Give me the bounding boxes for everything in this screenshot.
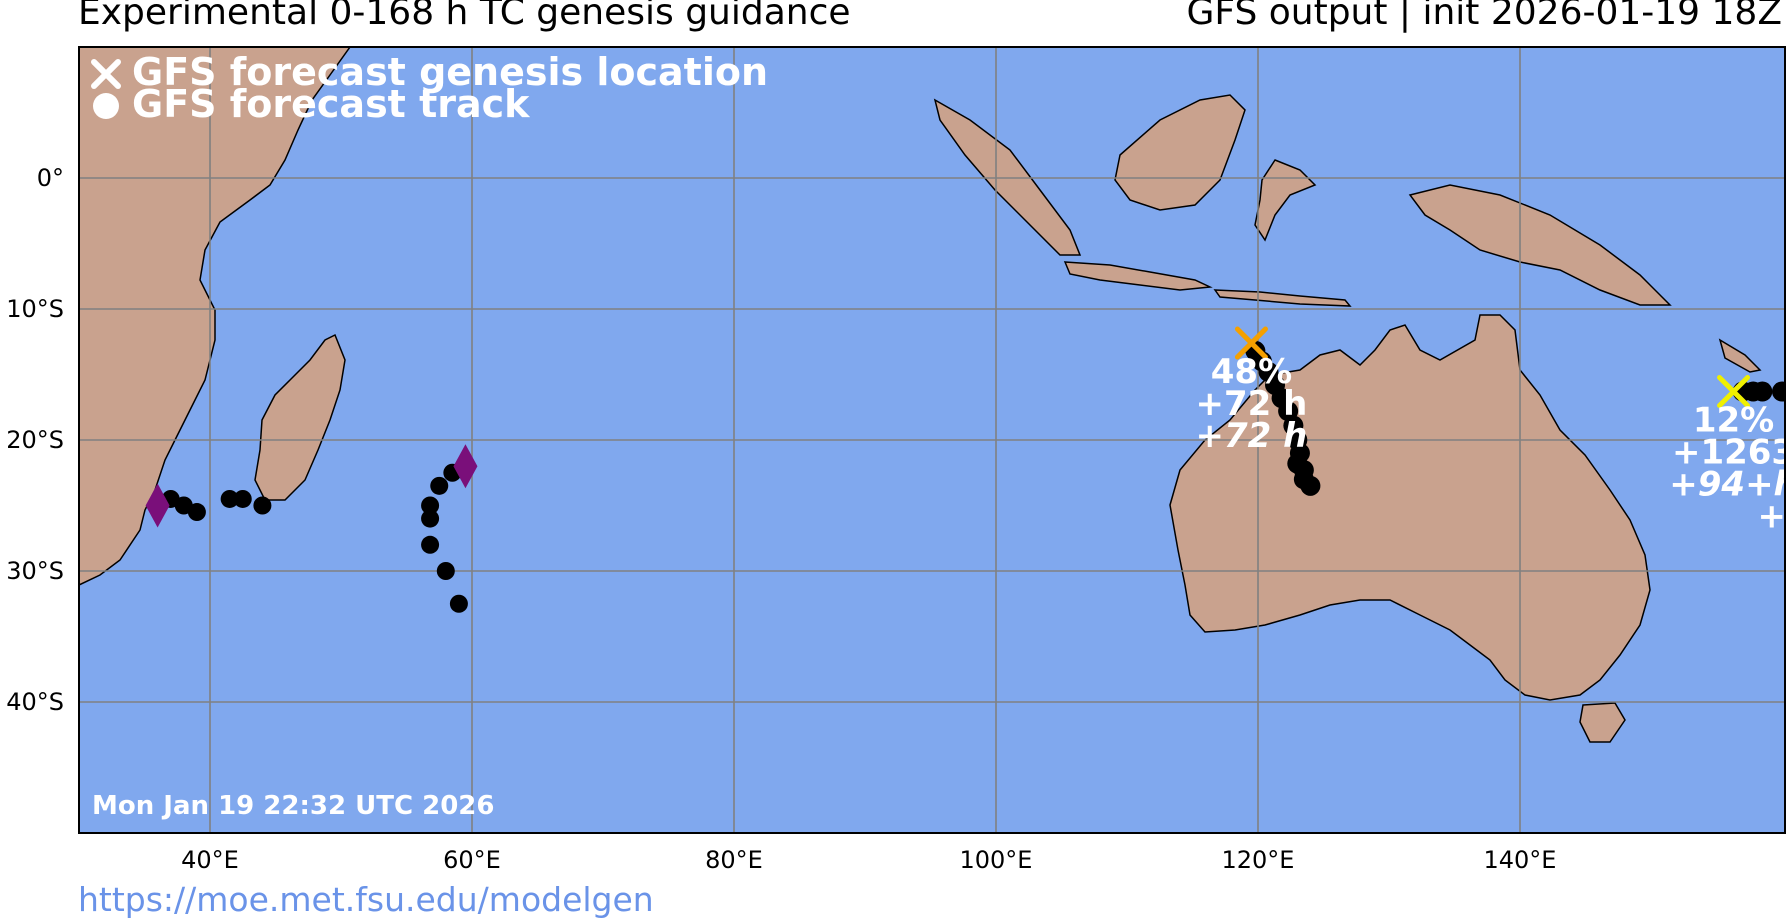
genesis-lead-time: +72 h xyxy=(1196,384,1308,424)
genesis-legend-marker xyxy=(91,59,121,89)
source-link[interactable]: https://moe.met.fsu.edu/modelgen xyxy=(78,880,654,919)
lat-tick-label: 10°S xyxy=(6,295,64,323)
genesis-legend-label: GFS forecast genesis location xyxy=(132,50,768,94)
lat-tick-label: 20°S xyxy=(6,426,64,454)
lat-tick-label: 0° xyxy=(37,164,64,192)
lat-tick-label: 40°S xyxy=(6,688,64,716)
lon-tick-label: 40°E xyxy=(181,846,239,874)
latitude-labels: 0° 10°S 20°S 30°S 40°S xyxy=(6,164,64,716)
legend: GFS forecast genesis location GFS foreca… xyxy=(91,50,768,126)
track-point xyxy=(421,509,440,528)
africa-landmass xyxy=(79,47,351,586)
genesis-extra-label: +1 xyxy=(1757,497,1786,537)
track-point xyxy=(1772,381,1785,402)
track-point xyxy=(253,496,272,515)
tasmania xyxy=(1579,702,1626,743)
new-caledonia xyxy=(1718,338,1762,373)
genesis-marker xyxy=(1717,375,1751,409)
track-legend-marker xyxy=(93,93,119,119)
tracks-layer xyxy=(145,326,1785,613)
lon-tick-label: 80°E xyxy=(705,846,763,874)
graticule xyxy=(79,47,1785,833)
longitude-labels: 40°E 60°E 80°E 100°E 120°E 140°E xyxy=(181,846,1556,874)
new-guinea xyxy=(1408,184,1672,306)
annotations-layer: 48%+72 h+72 h12%+1263+94+h+1 xyxy=(1196,352,1786,536)
map-frame xyxy=(78,46,1786,834)
track-point xyxy=(1300,475,1321,496)
timestamp: Mon Jan 19 22:32 UTC 2026 xyxy=(92,791,494,821)
genesis-probability: 48% xyxy=(1211,352,1292,392)
track-point xyxy=(1752,381,1773,402)
track-legend-label: GFS forecast track xyxy=(132,82,530,126)
track-point xyxy=(436,562,455,580)
track-point xyxy=(421,496,440,515)
diamond-marker xyxy=(145,483,170,528)
lon-tick-label: 140°E xyxy=(1484,846,1557,874)
genesis-marker xyxy=(1234,326,1268,360)
lon-tick-label: 120°E xyxy=(1222,846,1295,874)
genesis-lead-time-italic: +72 h xyxy=(1196,416,1308,456)
track-point xyxy=(233,489,252,508)
lon-tick-label: 100°E xyxy=(960,846,1033,874)
java xyxy=(1063,261,1213,291)
genesis-lead-time-italic: +94+h xyxy=(1669,465,1786,505)
diamond-marker xyxy=(453,444,478,489)
track-point xyxy=(220,489,239,508)
track-point xyxy=(187,503,206,522)
genesis-lead-time: +1263 xyxy=(1672,433,1786,473)
lat-tick-label: 30°S xyxy=(6,557,64,585)
genesis-probability: 12% xyxy=(1693,401,1774,441)
chart-title: Experimental 0-168 h TC genesis guidance xyxy=(78,0,851,33)
track-point xyxy=(449,594,468,613)
madagascar xyxy=(254,333,346,501)
lesser-sunda xyxy=(1213,289,1352,307)
borneo xyxy=(1114,94,1246,211)
track-point xyxy=(421,535,440,554)
track-point xyxy=(430,476,449,495)
chart-init-label: GFS output | init 2026-01-19 18Z xyxy=(1186,0,1782,33)
lon-tick-label: 60°E xyxy=(443,846,501,874)
